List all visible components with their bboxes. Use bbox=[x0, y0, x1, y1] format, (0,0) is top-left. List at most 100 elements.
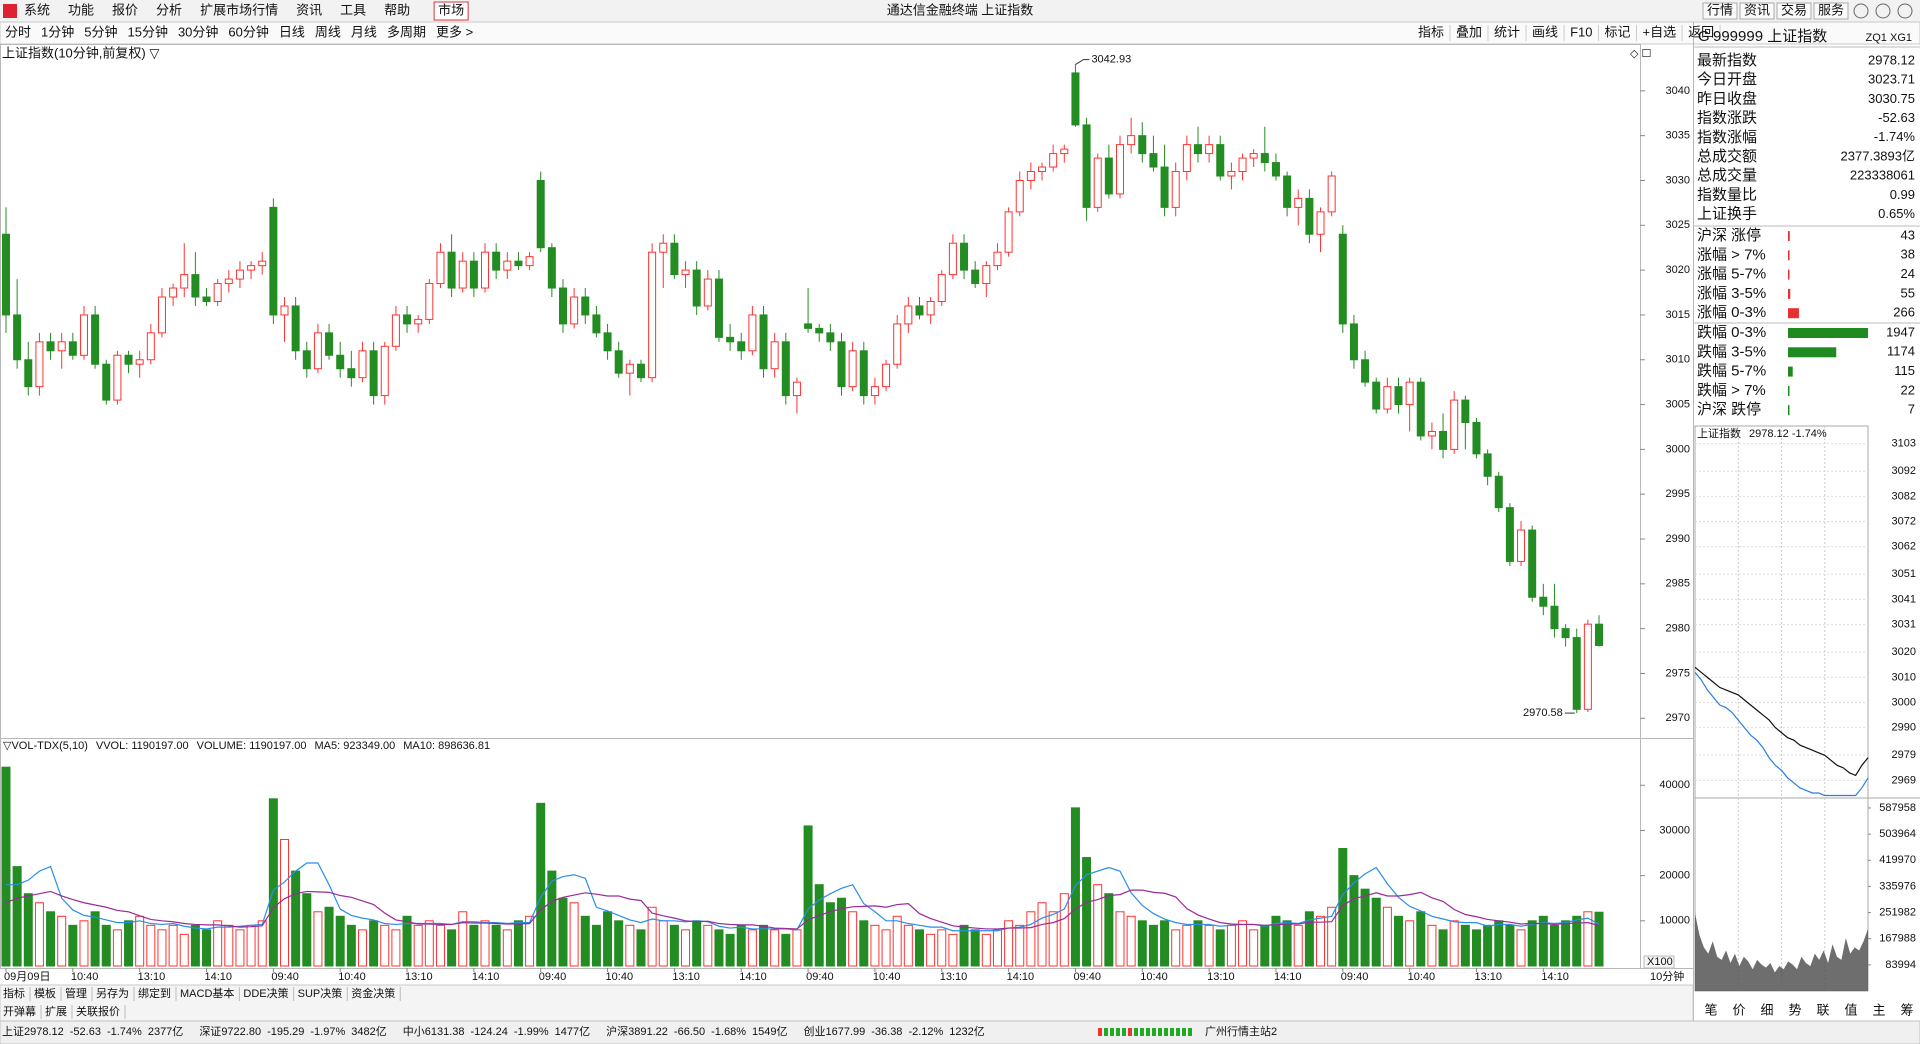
tool-button[interactable]: 指标 bbox=[1418, 24, 1444, 39]
candle-body bbox=[592, 314, 601, 334]
volume-bar bbox=[837, 897, 846, 967]
y-tick-label: 3025 bbox=[1666, 219, 1690, 231]
menu-item[interactable]: 资讯 bbox=[296, 2, 322, 17]
candle-body bbox=[1405, 381, 1414, 406]
period-tab[interactable]: 1分钟 bbox=[41, 24, 74, 39]
top-button[interactable] bbox=[1702, 2, 1738, 20]
menu-item[interactable]: 工具 bbox=[340, 2, 366, 17]
mini-button[interactable]: 笔 bbox=[1704, 1002, 1717, 1017]
tool-button[interactable]: +自选 bbox=[1642, 24, 1676, 39]
top-button[interactable] bbox=[1776, 2, 1812, 20]
bottom-tab[interactable]: 扩展 bbox=[45, 1004, 67, 1018]
candle-body bbox=[291, 305, 300, 352]
top-button-label[interactable]: 交易 bbox=[1781, 2, 1807, 17]
mini-button[interactable]: 联 bbox=[1816, 1002, 1829, 1017]
candle-body bbox=[1528, 529, 1537, 598]
period-tab[interactable]: 30分钟 bbox=[178, 24, 218, 39]
mini-y-label: 3051 bbox=[1892, 568, 1916, 580]
candle-body bbox=[1216, 144, 1225, 177]
candle-body bbox=[313, 332, 322, 370]
candle-body bbox=[68, 341, 77, 356]
mini-button[interactable]: 主 bbox=[1872, 1002, 1885, 1017]
menu-item[interactable]: 分析 bbox=[156, 2, 182, 17]
tool-button[interactable]: 叠加 bbox=[1456, 24, 1482, 39]
candle-body bbox=[1517, 529, 1526, 562]
bottom-tab[interactable]: DDE决策 bbox=[243, 986, 288, 1000]
candle-body bbox=[469, 260, 478, 289]
candle-body bbox=[247, 265, 256, 271]
volume-bar bbox=[146, 924, 156, 967]
tool-button[interactable]: 返回 bbox=[1688, 24, 1714, 39]
minimize-button[interactable] bbox=[1853, 3, 1869, 19]
volume-bar bbox=[1126, 915, 1136, 967]
mini-button[interactable]: 筹 bbox=[1900, 1002, 1913, 1017]
candle-body bbox=[603, 332, 612, 352]
menu-item[interactable]: 帮助 bbox=[384, 2, 410, 17]
breadth-value: 115 bbox=[1894, 363, 1915, 378]
volume-bar bbox=[302, 893, 312, 967]
volume-bar bbox=[536, 802, 546, 967]
candle-body bbox=[770, 341, 779, 370]
bottom-tab[interactable]: 模板 bbox=[34, 986, 56, 1000]
volume-bar bbox=[1226, 924, 1236, 967]
breadth-value: 38 bbox=[1901, 247, 1915, 262]
period-tab[interactable]: 多周期 bbox=[387, 24, 426, 39]
breadth-value: 22 bbox=[1901, 382, 1915, 397]
volume-bar bbox=[79, 920, 89, 967]
menu-item[interactable]: 系统 bbox=[24, 2, 50, 17]
bottom-tab[interactable]: SUP决策 bbox=[298, 986, 343, 1000]
top-button[interactable] bbox=[1739, 2, 1775, 20]
stat-value: 0.99 bbox=[1890, 187, 1915, 202]
candle-body bbox=[2, 233, 10, 316]
tool-button[interactable]: F10 bbox=[1570, 24, 1592, 39]
menu-item[interactable]: 报价 bbox=[112, 2, 138, 17]
period-tab[interactable]: 60分钟 bbox=[228, 24, 268, 39]
breadth-bar bbox=[1788, 405, 1790, 416]
candle-body bbox=[1439, 430, 1448, 450]
maximize-button[interactable] bbox=[1875, 3, 1891, 19]
volume-bar bbox=[1048, 911, 1058, 967]
bottom-tab[interactable]: 绑定到 bbox=[138, 986, 171, 1000]
bottom-tab[interactable]: 开弹幕 bbox=[3, 1004, 36, 1018]
volume-bar bbox=[179, 933, 189, 967]
period-tab[interactable]: 日线 bbox=[279, 24, 305, 39]
bottom-tab[interactable]: 管理 bbox=[65, 986, 87, 1000]
market-label[interactable]: 市场 bbox=[438, 2, 464, 17]
top-button-label[interactable]: 资讯 bbox=[1744, 2, 1770, 17]
mini-button[interactable]: 价 bbox=[1732, 1002, 1745, 1017]
candle-body bbox=[1383, 386, 1392, 410]
volume-bar bbox=[1460, 924, 1470, 967]
volume-bar bbox=[469, 924, 479, 967]
period-tab[interactable]: 分时 bbox=[5, 24, 31, 39]
volume-bar bbox=[1015, 924, 1025, 967]
candle-body bbox=[146, 332, 155, 361]
period-tab[interactable]: 月线 bbox=[351, 24, 377, 39]
candle-body bbox=[614, 350, 623, 374]
bottom-tab[interactable]: 关联报价 bbox=[76, 1004, 120, 1018]
mini-button[interactable]: 细 bbox=[1760, 1002, 1773, 1017]
candle-body bbox=[1305, 197, 1314, 235]
period-tab[interactable]: 15分钟 bbox=[127, 24, 167, 39]
close-button[interactable] bbox=[1897, 3, 1913, 19]
top-button-label[interactable]: 行情 bbox=[1707, 2, 1733, 17]
status-pct: -1.68% bbox=[711, 1026, 746, 1038]
tool-button[interactable]: 统计 bbox=[1494, 24, 1520, 39]
top-button[interactable] bbox=[1813, 2, 1849, 20]
mini-button[interactable]: 值 bbox=[1844, 1002, 1857, 1017]
period-tab[interactable]: 5分钟 bbox=[84, 24, 117, 39]
market-button[interactable] bbox=[433, 1, 469, 21]
tool-button[interactable]: 画线 bbox=[1532, 24, 1558, 39]
period-tab[interactable]: 周线 bbox=[315, 24, 341, 39]
tool-button[interactable]: 标记 bbox=[1604, 24, 1630, 39]
app-icon bbox=[3, 4, 17, 18]
mini-button[interactable]: 势 bbox=[1788, 1002, 1801, 1017]
y-tick-label: 40000 bbox=[1659, 779, 1690, 791]
menu-item[interactable]: 扩展市场行情 bbox=[200, 2, 278, 17]
bottom-tab[interactable]: 另存为 bbox=[96, 986, 129, 1000]
menu-item[interactable]: 功能 bbox=[68, 2, 94, 17]
bottom-tab[interactable]: MACD基本 bbox=[180, 986, 234, 1000]
bottom-tab[interactable]: 资金决策 bbox=[351, 986, 395, 1000]
bottom-tab[interactable]: 指标 bbox=[3, 986, 25, 1000]
top-button-label[interactable]: 服务 bbox=[1818, 2, 1844, 17]
period-tab[interactable]: 更多 > bbox=[436, 24, 473, 39]
